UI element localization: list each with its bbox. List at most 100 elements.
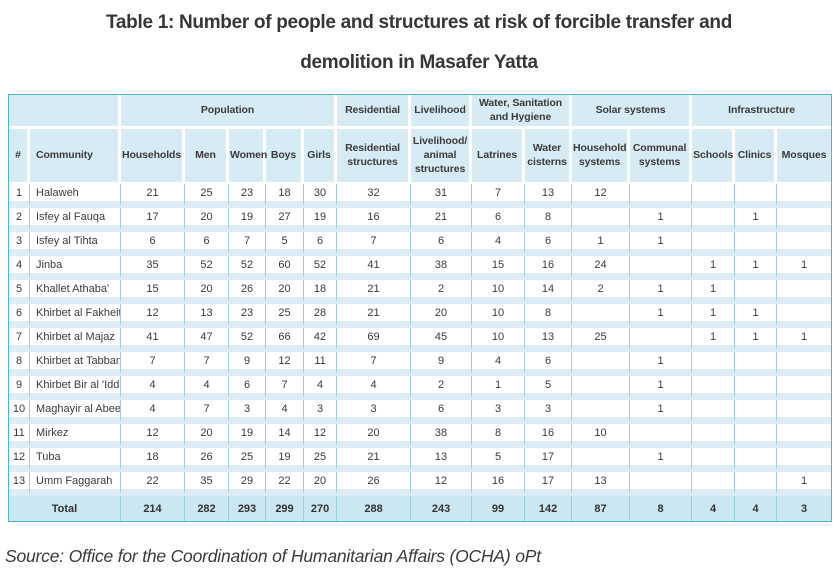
data-cell: [572, 400, 631, 425]
table-row: 8 Khirbet at Tabban 7 7 9 12 11 7 9 4 6 1: [9, 352, 832, 377]
data-cell: 1: [572, 232, 631, 257]
group-header-infrastructure: Infrastructure: [692, 95, 832, 130]
data-cell: 60: [266, 256, 304, 281]
data-cell: 13: [525, 328, 573, 353]
data-cell: 1: [630, 448, 693, 473]
total-value-cell: 87: [572, 496, 631, 522]
data-cell: 4: [121, 400, 185, 425]
data-cell: 32: [337, 184, 412, 209]
data-cell: 1: [630, 400, 693, 425]
data-cell: 26: [185, 448, 229, 473]
data-cell: 4: [121, 376, 185, 401]
data-cell: [777, 448, 832, 473]
data-cell: 20: [304, 472, 338, 497]
data-cell: [630, 184, 693, 209]
data-cell: [692, 448, 736, 473]
table-row: 9 Khirbet Bir al 'Idd 4 4 6 7 4 4 2 1 5 1: [9, 376, 832, 401]
data-cell: 1: [777, 472, 832, 497]
column-header-latrines: Latrines: [472, 129, 526, 185]
table-header: Population Residential Livelihood Water, Sa…: [9, 95, 832, 185]
community-cell: Isfey al Tihta: [30, 232, 121, 257]
data-cell: 6: [121, 232, 185, 257]
data-cell: 5: [266, 232, 304, 257]
column-header-community: Community: [30, 129, 121, 185]
data-cell: [572, 448, 631, 473]
table-body: 1 Halaweh 21 25 23 18 30 32 31 7 13 12 2 Isfey al Fau…: [9, 184, 832, 497]
total-value-cell: 288: [337, 496, 412, 522]
data-cell: 2: [411, 280, 473, 305]
column-header-girls: Girls: [304, 129, 338, 185]
data-cell: 1: [630, 208, 693, 233]
data-cell: 1: [630, 280, 693, 305]
data-cell: 13: [572, 472, 631, 497]
data-cell: [735, 400, 778, 425]
community-cell: Khallet Athaba': [30, 280, 121, 305]
data-cell: 52: [229, 328, 266, 353]
row-number-cell: 7: [9, 328, 30, 353]
data-cell: 41: [337, 256, 412, 281]
data-cell: 7: [185, 352, 229, 377]
data-cell: [735, 472, 778, 497]
column-header-water-cisterns: Water cisterns: [525, 129, 573, 185]
data-cell: [777, 232, 832, 257]
community-cell: Isfey al Fauqa: [30, 208, 121, 233]
community-cell: Tuba: [30, 448, 121, 473]
data-cell: 13: [185, 304, 229, 329]
group-header-solar-systems: Solar systems: [572, 95, 693, 130]
data-cell: [777, 424, 832, 449]
row-number-cell: 9: [9, 376, 30, 401]
data-cell: 12: [121, 424, 185, 449]
data-cell: [630, 424, 693, 449]
data-cell: 6: [411, 232, 473, 257]
data-cell: [692, 232, 736, 257]
data-cell: 52: [229, 256, 266, 281]
data-cell: [572, 208, 631, 233]
data-cell: [572, 304, 631, 329]
column-header-clinics: Clinics: [735, 129, 778, 185]
data-cell: [777, 208, 832, 233]
data-cell: 3: [472, 400, 526, 425]
column-header-residential-structures: Residential structures: [337, 129, 412, 185]
data-cell: [777, 376, 832, 401]
data-cell: 1: [777, 256, 832, 281]
data-cell: 22: [121, 472, 185, 497]
data-cell: 1: [735, 304, 778, 329]
table-row: 2 Isfey al Fauqa 17 20 19 27 19 16 21 6 8 1 1: [9, 208, 832, 233]
data-cell: [735, 280, 778, 305]
data-cell: 25: [572, 328, 631, 353]
data-cell: [692, 208, 736, 233]
column-header-men: Men: [185, 129, 229, 185]
total-value-cell: 299: [266, 496, 304, 522]
data-cell: [692, 376, 736, 401]
table-row: 5 Khallet Athaba' 15 20 26 20 18 21 2 10 14 2 1 1: [9, 280, 832, 305]
data-cell: 6: [525, 232, 573, 257]
data-cell: [692, 472, 736, 497]
total-value-cell: 214: [121, 496, 185, 522]
data-cell: 12: [572, 184, 631, 209]
row-number-cell: 11: [9, 424, 30, 449]
community-cell: Khirbet al Fakheit: [30, 304, 121, 329]
data-cell: 35: [121, 256, 185, 281]
data-cell: 29: [229, 472, 266, 497]
total-row: Total 214 282 293 299 270 288 243 99 142 87 8 4 4 3: [9, 496, 832, 522]
data-cell: 2: [411, 376, 473, 401]
data-cell: 5: [472, 448, 526, 473]
data-cell: 6: [411, 400, 473, 425]
data-cell: 21: [411, 208, 473, 233]
data-cell: 12: [266, 352, 304, 377]
data-cell: 7: [266, 376, 304, 401]
total-value-cell: 243: [411, 496, 473, 522]
community-table: Population Residential Livelihood Water, Sa…: [8, 94, 833, 523]
row-number-cell: 1: [9, 184, 30, 209]
data-cell: [777, 184, 832, 209]
column-header-boys: Boys: [266, 129, 304, 185]
data-cell: 7: [121, 352, 185, 377]
data-cell: 1: [735, 256, 778, 281]
data-cell: 6: [304, 232, 338, 257]
table-row: 12 Tuba 18 26 25 19 25 21 13 5 17 1: [9, 448, 832, 473]
data-cell: 6: [229, 376, 266, 401]
community-cell: Maghayir al Abeed: [30, 400, 121, 425]
data-cell: 7: [229, 232, 266, 257]
data-cell: 1: [692, 280, 736, 305]
data-cell: 47: [185, 328, 229, 353]
